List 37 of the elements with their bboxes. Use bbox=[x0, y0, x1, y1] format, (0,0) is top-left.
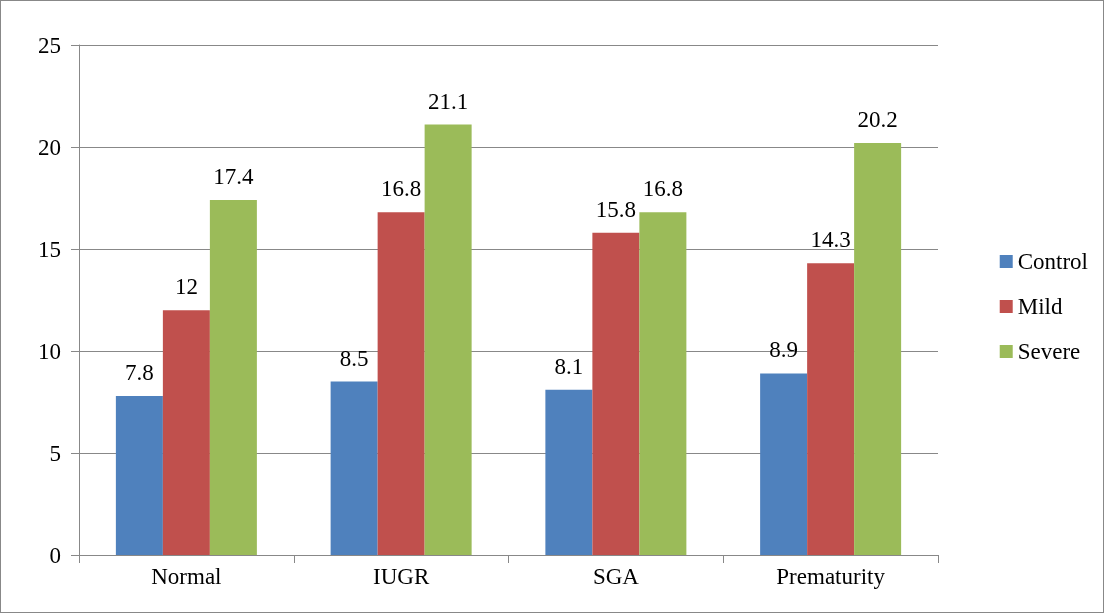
y-tick-label: 0 bbox=[49, 542, 61, 568]
y-tick-label: 25 bbox=[38, 32, 61, 58]
data-label: 16.8 bbox=[381, 176, 422, 202]
data-label: 16.8 bbox=[642, 176, 683, 202]
data-label: 14.3 bbox=[810, 227, 851, 253]
data-label: 7.8 bbox=[125, 359, 154, 385]
bar bbox=[424, 124, 472, 555]
data-label: 12 bbox=[174, 274, 198, 300]
x-tick-label: Prematurity bbox=[776, 564, 886, 589]
legend-label: Severe bbox=[1017, 339, 1081, 364]
y-tick-label: 20 bbox=[38, 134, 61, 160]
data-label: 8.5 bbox=[339, 345, 369, 371]
bar bbox=[639, 212, 687, 555]
data-label: 21.1 bbox=[428, 88, 469, 114]
bar bbox=[854, 142, 902, 555]
bar bbox=[545, 389, 593, 555]
bar bbox=[592, 232, 640, 555]
data-label: 17.4 bbox=[213, 164, 254, 190]
bar bbox=[330, 381, 378, 555]
bar bbox=[162, 310, 210, 555]
x-tick-label: Normal bbox=[151, 564, 222, 589]
bar bbox=[760, 373, 808, 555]
y-tick-label: 15 bbox=[38, 236, 61, 262]
bar bbox=[807, 263, 855, 555]
bar bbox=[377, 212, 425, 555]
data-label: 8.9 bbox=[769, 337, 798, 363]
y-tick-label: 10 bbox=[38, 338, 61, 364]
data-label: 20.2 bbox=[857, 106, 898, 132]
y-tick-label: 5 bbox=[49, 440, 61, 466]
x-tick-label: IUGR bbox=[373, 564, 430, 589]
data-label: 8.1 bbox=[554, 353, 584, 379]
bar bbox=[209, 200, 257, 555]
data-label: 15.8 bbox=[595, 196, 636, 222]
legend-label: Control bbox=[1017, 249, 1088, 274]
x-tick-label: SGA bbox=[592, 564, 640, 589]
bar bbox=[115, 395, 163, 555]
legend-label: Mild bbox=[1017, 294, 1063, 319]
